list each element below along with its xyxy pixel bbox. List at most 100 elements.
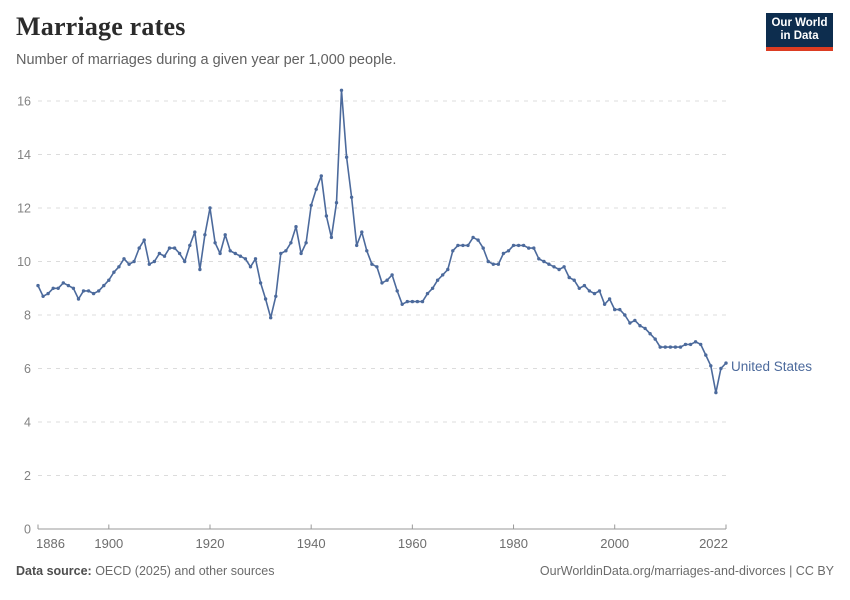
data-point[interactable] [142, 238, 146, 242]
data-point[interactable] [299, 251, 303, 256]
data-point[interactable] [435, 278, 440, 282]
data-point[interactable] [587, 289, 592, 293]
data-point[interactable] [521, 243, 526, 248]
data-point[interactable] [107, 278, 111, 282]
data-point[interactable] [36, 283, 40, 288]
data-point[interactable] [253, 257, 258, 261]
data-point[interactable] [653, 337, 657, 341]
data-point[interactable] [360, 230, 364, 234]
data-point[interactable] [415, 299, 420, 304]
data-point[interactable] [304, 241, 308, 245]
data-point[interactable] [506, 249, 511, 253]
data-point[interactable] [471, 235, 475, 240]
data-point[interactable] [688, 342, 693, 347]
data-point[interactable] [228, 249, 232, 253]
data-point[interactable] [177, 251, 182, 256]
data-point[interactable] [724, 361, 728, 365]
data-point[interactable] [405, 299, 409, 304]
data-point[interactable] [324, 214, 329, 218]
data-point[interactable] [537, 257, 541, 261]
data-point[interactable] [223, 233, 227, 237]
data-point[interactable] [344, 155, 349, 159]
data-point[interactable] [719, 366, 723, 371]
data-point[interactable] [375, 265, 379, 269]
data-point[interactable] [248, 265, 253, 269]
data-point[interactable] [91, 291, 96, 296]
data-point[interactable] [132, 259, 136, 264]
data-point[interactable] [441, 273, 445, 277]
data-point[interactable] [193, 230, 197, 234]
data-point[interactable] [86, 289, 91, 293]
data-point[interactable] [97, 289, 101, 293]
data-point[interactable] [122, 257, 126, 261]
data-point[interactable] [704, 353, 708, 357]
data-point[interactable] [172, 246, 177, 250]
data-point[interactable] [481, 246, 485, 250]
data-point[interactable] [284, 249, 288, 253]
data-point[interactable] [668, 345, 673, 349]
data-point[interactable] [532, 246, 536, 250]
data-point[interactable] [218, 251, 222, 256]
data-point[interactable] [314, 187, 318, 191]
data-point[interactable] [491, 262, 495, 266]
data-point[interactable] [527, 246, 531, 250]
data-point[interactable] [562, 265, 566, 269]
data-point[interactable] [198, 267, 202, 272]
data-point[interactable] [213, 241, 217, 245]
data-point[interactable] [572, 278, 576, 282]
data-point[interactable] [516, 243, 521, 248]
data-point[interactable] [420, 299, 425, 304]
data-point[interactable] [613, 307, 617, 312]
data-point[interactable] [147, 262, 151, 266]
owid-logo[interactable]: Our World in Data [766, 13, 833, 51]
data-point[interactable] [501, 251, 506, 256]
data-point[interactable] [243, 257, 248, 261]
data-point[interactable] [329, 235, 334, 240]
data-point[interactable] [76, 297, 81, 301]
data-point[interactable] [602, 302, 607, 306]
data-point[interactable] [714, 390, 718, 395]
data-point[interactable] [607, 297, 612, 301]
data-point[interactable] [334, 201, 339, 205]
data-point[interactable] [380, 281, 384, 285]
series-entity-label[interactable]: United States [731, 359, 813, 374]
data-point[interactable] [162, 254, 167, 258]
data-point[interactable] [102, 283, 106, 288]
data-point[interactable] [269, 316, 273, 320]
series-line[interactable] [37, 89, 727, 394]
data-point[interactable] [658, 345, 662, 349]
data-point[interactable] [188, 243, 192, 248]
data-point[interactable] [643, 326, 647, 331]
data-point[interactable] [446, 267, 450, 272]
data-point[interactable] [597, 289, 602, 293]
data-point[interactable] [385, 278, 389, 282]
data-point[interactable] [203, 233, 207, 237]
data-point[interactable] [233, 251, 237, 256]
data-point[interactable] [476, 238, 480, 242]
data-point[interactable] [395, 289, 399, 293]
data-point[interactable] [279, 251, 283, 256]
data-point[interactable] [461, 243, 465, 248]
data-point[interactable] [693, 340, 698, 344]
data-point[interactable] [557, 267, 561, 272]
data-point[interactable] [365, 249, 369, 253]
data-point[interactable] [349, 195, 354, 199]
data-point[interactable] [400, 302, 404, 306]
data-point[interactable] [451, 249, 455, 253]
data-point[interactable] [238, 254, 243, 258]
data-point[interactable] [678, 345, 683, 349]
data-point[interactable] [127, 262, 131, 266]
data-point[interactable] [157, 251, 162, 256]
data-point[interactable] [66, 283, 71, 288]
data-point[interactable] [112, 270, 116, 274]
data-point[interactable] [430, 286, 435, 290]
data-point[interactable] [183, 259, 187, 264]
data-point[interactable] [628, 321, 632, 325]
data-point[interactable] [618, 307, 622, 312]
footer-citation-link[interactable]: OurWorldinData.org/marriages-and-divorce… [539, 564, 834, 578]
data-point[interactable] [258, 281, 263, 285]
data-point[interactable] [552, 265, 556, 269]
data-point[interactable] [137, 246, 141, 250]
data-point[interactable] [648, 332, 652, 336]
